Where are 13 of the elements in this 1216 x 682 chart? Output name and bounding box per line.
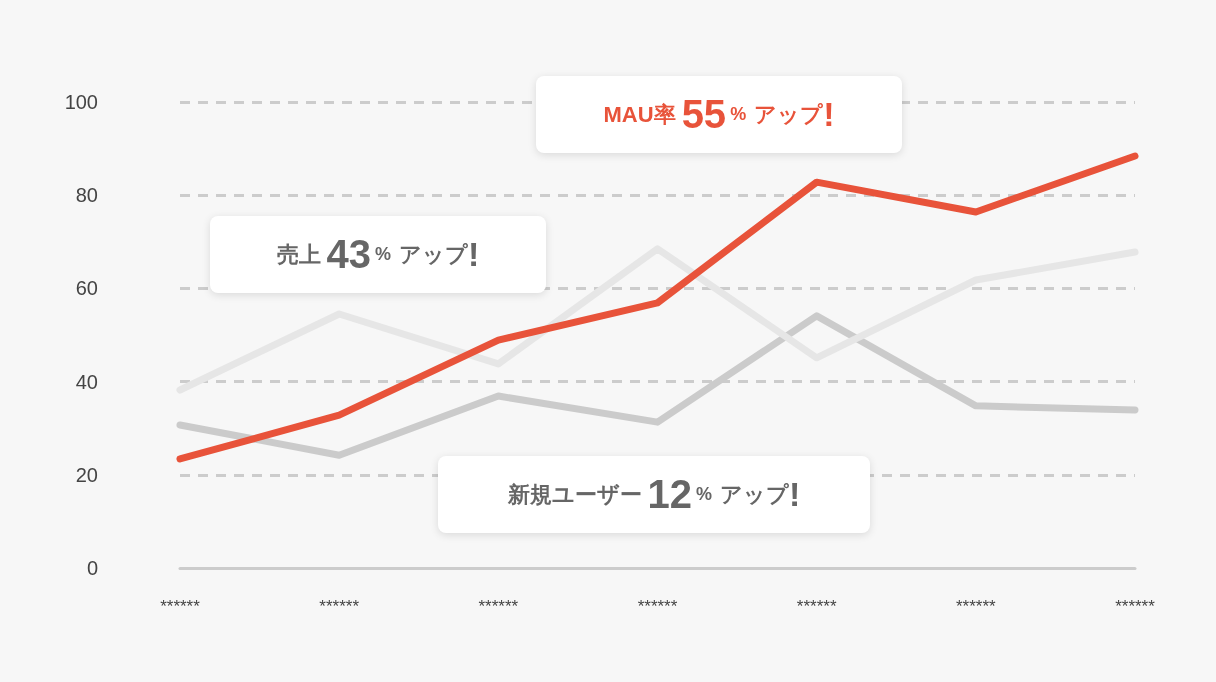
y-tick-label: 80 [75, 184, 98, 207]
y-tick-label: 20 [75, 463, 98, 486]
y-tick-label: 40 [75, 370, 98, 393]
x-tick-label: ****** [478, 597, 519, 616]
x-tick-label: ****** [319, 597, 360, 616]
x-tick-label: ****** [1115, 597, 1156, 616]
y-tick-label: 60 [75, 277, 98, 300]
x-tick-label: ****** [796, 597, 837, 616]
x-tick-label: ****** [637, 597, 678, 616]
x-tick-label: ****** [160, 597, 201, 616]
y-tick-label: 0 [86, 557, 98, 579]
x-tick-label: ****** [955, 597, 997, 616]
y-tick-label: 100 [64, 91, 98, 113]
